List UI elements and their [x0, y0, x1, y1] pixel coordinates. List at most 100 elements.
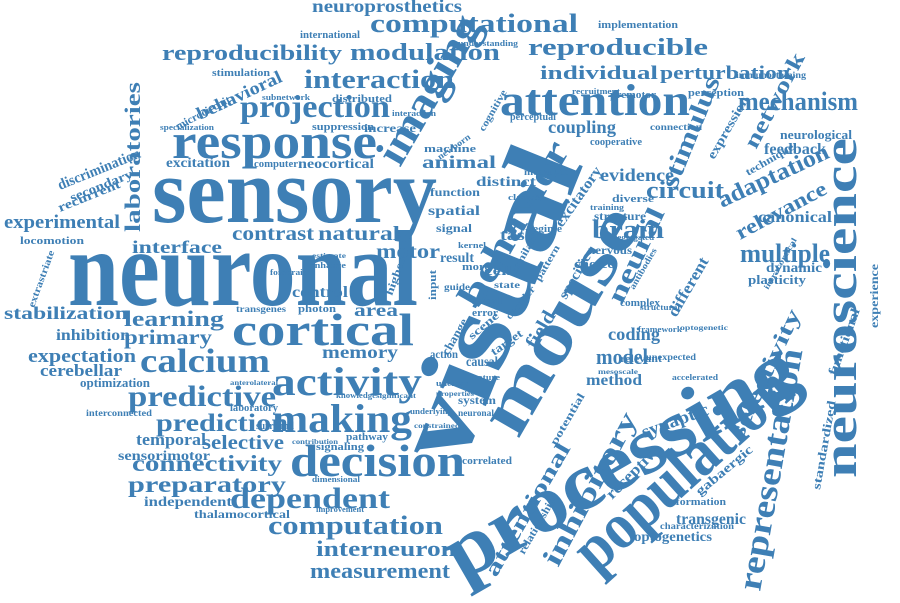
word: locomotion — [20, 235, 84, 247]
word: international — [300, 30, 360, 41]
word: reproducible — [528, 35, 708, 61]
word: structural — [640, 303, 681, 312]
word: control — [292, 284, 349, 301]
word: structure — [594, 209, 647, 223]
word: regime — [528, 224, 563, 235]
word: learning — [124, 306, 224, 331]
word: photon — [298, 303, 336, 315]
word: response — [172, 113, 377, 169]
word: result — [440, 251, 474, 266]
word: pathway — [346, 431, 389, 443]
word: cell — [484, 264, 512, 279]
word: significant — [376, 392, 417, 400]
word: forebrain — [270, 268, 309, 277]
word: recruitment — [572, 87, 620, 96]
word: excitation — [166, 156, 230, 171]
word: correlated — [462, 456, 512, 467]
word: dynamic — [766, 261, 822, 276]
word: signaling — [316, 442, 364, 453]
word: perception — [688, 87, 744, 99]
word: complex — [620, 298, 660, 309]
word: circuit — [646, 178, 724, 204]
word: cooperative — [590, 137, 643, 148]
word: specialization — [160, 123, 215, 132]
word: underlying — [410, 407, 452, 416]
word: error — [472, 308, 499, 319]
word: coding — [608, 324, 660, 344]
word: activity — [272, 359, 422, 404]
word: plasticity — [748, 272, 807, 287]
word: neuroprosthetics — [312, 0, 462, 16]
word: measurement — [310, 558, 451, 583]
word: primary — [124, 325, 213, 349]
word: stimulation — [212, 68, 271, 79]
word: optogenetic — [680, 324, 728, 332]
word: suppression — [312, 122, 375, 133]
word: unclear — [436, 379, 469, 388]
word: function — [430, 185, 480, 199]
word: input — [427, 270, 439, 300]
word: properties — [436, 390, 474, 398]
word: characterization — [660, 521, 734, 531]
word: area — [354, 300, 398, 320]
word: distinct — [476, 175, 536, 190]
word: interface — [132, 237, 222, 257]
word: increase — [364, 121, 417, 135]
word: accelerated — [672, 373, 719, 382]
word: extrastriate — [26, 248, 57, 309]
word: dependent — [230, 482, 390, 515]
word-group: neuronal visual sensory processing mouse… — [4, 0, 881, 598]
word: preparatory — [128, 472, 287, 497]
word: computational — [370, 9, 578, 38]
word: animal — [422, 152, 496, 172]
word: dimensional — [312, 475, 361, 484]
word: individual — [540, 63, 658, 84]
word: optimization — [80, 375, 151, 390]
word: contribution — [292, 438, 338, 446]
word: interaction — [304, 65, 455, 94]
word: knowledge — [336, 391, 376, 400]
word: optogenetics — [634, 530, 713, 545]
word: guide — [444, 282, 470, 292]
word: multiple — [740, 239, 830, 268]
word: projection — [240, 88, 390, 124]
word: selective — [202, 432, 284, 454]
word: expectation — [28, 346, 136, 367]
word: relevant — [620, 354, 663, 365]
word: surround — [256, 421, 294, 432]
word: neurological — [780, 127, 852, 142]
word: perceptual — [510, 112, 556, 123]
word: more — [462, 262, 491, 273]
word: predictive — [128, 380, 276, 413]
word: contrast — [232, 223, 314, 245]
word: modulation — [350, 40, 500, 66]
word: distributed — [332, 93, 392, 105]
word: machine — [424, 143, 476, 155]
word: laboratory — [230, 403, 278, 414]
word: stabilization — [4, 303, 128, 323]
word: memory — [322, 342, 398, 362]
word: sensorimotor — [118, 449, 210, 464]
word: mechanism — [738, 87, 858, 116]
word: understanding — [458, 39, 518, 48]
word: computer — [254, 159, 299, 170]
word: classes — [508, 193, 540, 202]
word: decision — [290, 435, 465, 486]
word: kernel — [458, 241, 487, 250]
word: anterolateral — [230, 379, 278, 387]
word: choice — [574, 256, 614, 271]
word: laboratories — [120, 81, 145, 232]
word: neocortical — [298, 157, 374, 172]
word: interconnected — [86, 408, 152, 418]
word: estimate — [312, 252, 346, 260]
word: information — [666, 497, 727, 508]
word: premotor — [610, 90, 657, 101]
word: natural — [318, 223, 401, 245]
word: computation — [268, 511, 444, 540]
word: connectivity — [132, 451, 283, 476]
word: interaction — [392, 109, 437, 118]
word: spatial — [428, 204, 480, 219]
word: feedback — [764, 141, 826, 158]
word: coupling — [548, 117, 616, 137]
